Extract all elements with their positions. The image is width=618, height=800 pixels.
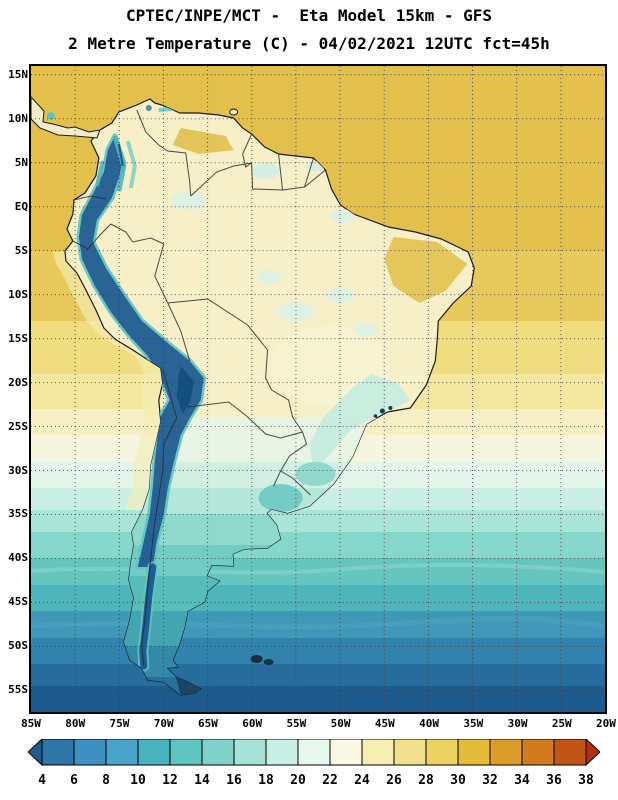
colorbar-tick-label: 16	[226, 773, 242, 788]
colorbar-segment	[105, 739, 139, 766]
colorbar-segment	[233, 739, 267, 766]
temperature-map-canvas	[31, 66, 605, 712]
lon-label: 85W	[21, 717, 41, 730]
colorbar-tick-label: 14	[194, 773, 210, 788]
colorbar-segment	[521, 739, 555, 766]
colorbar-tick-label: 12	[162, 773, 178, 788]
lon-label: 45W	[374, 717, 395, 730]
colorbar-segment	[329, 739, 363, 766]
longitude-axis: 85W 80W 75W 70W 65W 60W 55W 50W 45W 40W 35W 30W 25W 2…	[0, 718, 618, 732]
colorbar-segment	[361, 739, 395, 766]
lon-label: 25W	[551, 717, 572, 730]
lat-label: 5S	[14, 243, 28, 257]
colorbar-segment	[297, 739, 331, 766]
colorbar-segment	[393, 739, 427, 766]
lat-label: 10N	[8, 111, 28, 125]
colorbar-arrow-left	[28, 739, 43, 767]
lat-label: 15S	[8, 331, 28, 345]
colorbar-tick-label: 34	[514, 773, 530, 788]
lon-label: 20W	[596, 717, 616, 730]
lat-label: EQ	[14, 199, 28, 213]
colorbar-tick-label: 6	[70, 773, 78, 788]
colorbar-tick-label: 8	[102, 773, 110, 788]
lon-label: 80W	[65, 717, 86, 730]
map-frame	[29, 64, 607, 714]
lat-label: 55S	[8, 683, 28, 697]
lat-label: 5N	[14, 155, 28, 169]
colorbar-tick-label: 30	[450, 773, 466, 788]
lat-label: 35S	[8, 507, 28, 521]
lat-label: 45S	[8, 595, 28, 609]
lat-label: 25S	[8, 419, 28, 433]
lat-label: 15N	[8, 67, 28, 81]
lat-label: 30S	[8, 463, 28, 477]
falkland-islands	[250, 655, 274, 665]
lat-label: 10S	[8, 287, 28, 301]
lon-label: 35W	[463, 717, 484, 730]
page-title: CPTEC/INPE/MCT - Eta Model 15km - GFS	[125, 6, 493, 25]
colorbar-segment	[41, 739, 75, 766]
colorbar-tick-label: 36	[546, 773, 562, 788]
lon-label: 60W	[242, 717, 263, 730]
colorbar-tick-label: 28	[418, 773, 434, 788]
colorbar-segment	[553, 739, 587, 766]
lon-label: 55W	[286, 717, 307, 730]
colorbar: 4 6 8 10 12 14 16 18 20 22 24 26 28 30 32 34 36 38	[28, 739, 600, 788]
uruguay-cool-patch	[258, 484, 303, 512]
page-subtitle: 2 Metre Temperature (C) - 04/02/2021 12U…	[68, 34, 550, 53]
lon-label: 40W	[419, 717, 439, 730]
colorbar-segment	[201, 739, 235, 766]
colorbar-segment	[425, 739, 459, 766]
colorbar-tick-label: 22	[322, 773, 338, 788]
colorbar-segment	[137, 739, 171, 766]
colorbar-segment	[265, 739, 299, 766]
lat-label: 20S	[8, 375, 28, 389]
andes-cold-strip	[76, 133, 207, 570]
colorbar-tick-label: 18	[258, 773, 274, 788]
lon-label: 65W	[197, 717, 218, 730]
colorbar-tick-label: 4	[38, 773, 46, 788]
lon-label: 70W	[153, 717, 174, 730]
colorbar-tick-label: 10	[130, 773, 146, 788]
colorbar-segment	[169, 739, 203, 766]
lat-label: 40S	[8, 551, 28, 565]
humboldt-cool-tongue	[52, 251, 161, 510]
colorbar-tick-label: 20	[290, 773, 306, 788]
lat-label: 50S	[8, 639, 28, 653]
colorbar-tick-label: 32	[482, 773, 498, 788]
colorbar-segment	[73, 739, 107, 766]
central-america-land	[31, 96, 101, 139]
colorbar-tick-label: 38	[578, 773, 594, 788]
colorbar-segment	[457, 739, 491, 766]
colorbar-arrow-right	[585, 739, 600, 767]
colorbar-segment	[489, 739, 523, 766]
colorbar-tick-label: 24	[354, 773, 370, 788]
lon-label: 30W	[507, 717, 528, 730]
lon-label: 50W	[330, 717, 351, 730]
colorbar-tick-label: 26	[386, 773, 402, 788]
trinidad-island	[229, 108, 239, 116]
lon-label: 75W	[109, 717, 130, 730]
